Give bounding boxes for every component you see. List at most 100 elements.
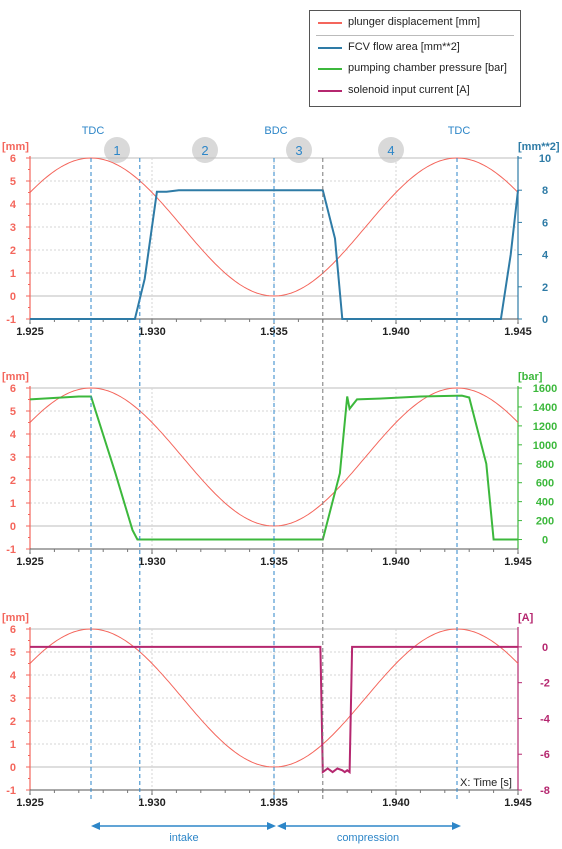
series-line-1-2 xyxy=(30,189,519,320)
phase-marker-2: 2 xyxy=(192,137,218,163)
right-tick-label: 400 xyxy=(536,497,554,509)
x-tick-label: 1.930 xyxy=(138,556,166,568)
left-tick-label: 4 xyxy=(10,429,17,441)
x-tick-label: 1.940 xyxy=(382,797,410,809)
legend-item-current: solenoid input current [A] xyxy=(310,81,520,101)
bdc-label: BDC xyxy=(264,125,287,137)
left-tick-label: 2 xyxy=(10,475,16,487)
legend-label-displacement: plunger displacement [mm] xyxy=(348,16,481,28)
phase-1-label: 1 xyxy=(113,143,120,158)
phase-4-label: 4 xyxy=(387,143,394,158)
legend-swatch-current xyxy=(318,90,342,92)
right-tick-label: 6 xyxy=(542,217,548,229)
left-tick-label: 4 xyxy=(10,199,17,211)
left-axis-label: [mm] xyxy=(2,141,29,153)
left-tick-label: 1 xyxy=(10,498,16,510)
x-tick-label: 1.935 xyxy=(260,326,288,338)
right-axis-label: [bar] xyxy=(518,371,543,383)
left-tick-label: 2 xyxy=(10,716,16,728)
x-tick-label: 1.935 xyxy=(260,797,288,809)
right-axis-label: [mm**2] xyxy=(518,141,560,153)
right-tick-label: 8 xyxy=(542,185,548,197)
right-tick-label: 0 xyxy=(542,642,548,654)
legend-item-displacement: plunger displacement [mm] xyxy=(310,13,520,33)
series-line-3-2 xyxy=(30,645,518,775)
series-line-1-1 xyxy=(29,157,519,297)
x-axis-title: X: Time [s] xyxy=(460,777,512,789)
series-line-2-2 xyxy=(29,394,518,541)
x-tick-label: 1.925 xyxy=(16,326,44,338)
intake-arrow xyxy=(91,822,276,830)
left-tick-label: 3 xyxy=(10,222,16,234)
left-tick-label: 0 xyxy=(10,521,16,533)
legend-label-pressure: pumping chamber pressure [bar] xyxy=(348,62,507,74)
left-tick-label: -1 xyxy=(6,785,16,797)
left-axis-label: [mm] xyxy=(2,612,29,624)
intake-label: intake xyxy=(169,832,198,844)
x-tick-label: 1.945 xyxy=(504,326,532,338)
x-tick-label: 1.940 xyxy=(382,326,410,338)
right-tick-label: 4 xyxy=(542,250,549,262)
left-tick-label: 5 xyxy=(10,647,16,659)
right-tick-label: 2 xyxy=(542,282,548,294)
legend-divider xyxy=(316,35,514,36)
chart-panel-3: -1 0 1 2 3 4 5 6[mm] 0 -2 -4 -6 -8 [A] 1.925 1.930 1.935… xyxy=(2,612,551,809)
x-tick-label: 1.925 xyxy=(16,556,44,568)
right-tick-label: 10 xyxy=(539,153,551,165)
phase-marker-1: 1 xyxy=(104,137,130,163)
tdc-right-label: TDC xyxy=(448,125,471,137)
left-tick-label: 5 xyxy=(10,406,16,418)
left-tick-label: 1 xyxy=(10,739,16,751)
left-tick-label: 0 xyxy=(10,291,16,303)
legend-label-flow-area: FCV flow area [mm**2] xyxy=(348,41,460,53)
right-tick-label: 0 xyxy=(542,314,548,326)
left-tick-label: 5 xyxy=(10,176,16,188)
right-tick-label: 0 xyxy=(542,535,548,547)
compression-label: compression xyxy=(337,832,399,844)
right-tick-label: 1200 xyxy=(533,421,557,433)
right-tick-label: 600 xyxy=(536,478,554,490)
left-tick-label: 6 xyxy=(10,624,16,636)
left-tick-label: 4 xyxy=(10,670,17,682)
phase-2-label: 2 xyxy=(201,143,208,158)
x-tick-label: 1.925 xyxy=(16,797,44,809)
x-tick-label: 1.940 xyxy=(382,556,410,568)
legend-item-flow-area: FCV flow area [mm**2] xyxy=(310,38,520,58)
x-tick-label: 1.945 xyxy=(504,556,532,568)
phase-marker-3: 3 xyxy=(286,137,312,163)
x-tick-label: 1.930 xyxy=(138,326,166,338)
right-axis-label: [A] xyxy=(518,612,534,624)
right-tick-label: -6 xyxy=(540,749,550,761)
x-tick-label: 1.945 xyxy=(504,797,532,809)
right-tick-label: 1000 xyxy=(533,440,557,452)
left-tick-label: 2 xyxy=(10,245,16,257)
left-tick-label: -1 xyxy=(6,314,16,326)
phase-marker-4: 4 xyxy=(378,137,404,163)
left-tick-label: 3 xyxy=(10,452,16,464)
legend-swatch-pressure xyxy=(318,68,342,70)
tdc-left-label: TDC xyxy=(82,125,105,137)
legend-swatch-displacement xyxy=(318,22,342,24)
left-axis-label: [mm] xyxy=(2,371,29,383)
left-tick-label: 6 xyxy=(10,153,16,165)
phase-3-label: 3 xyxy=(295,143,302,158)
x-tick-label: 1.930 xyxy=(138,797,166,809)
right-tick-label: -8 xyxy=(540,785,550,797)
left-tick-label: 3 xyxy=(10,693,16,705)
left-tick-label: 6 xyxy=(10,383,16,395)
legend-item-pressure: pumping chamber pressure [bar] xyxy=(310,59,520,79)
chart-panel-2: -1 0 1 2 3 4 5 6[mm] 0 200 400 600 800 1000 1200 1400 16… xyxy=(2,371,557,568)
left-tick-label: -1 xyxy=(6,544,16,556)
legend: plunger displacement [mm] FCV flow area … xyxy=(309,10,521,107)
right-tick-label: 200 xyxy=(536,516,554,528)
left-tick-label: 1 xyxy=(10,268,16,280)
right-tick-label: -4 xyxy=(540,713,551,725)
right-tick-label: 1400 xyxy=(533,402,557,414)
right-tick-label: 1600 xyxy=(533,383,557,395)
right-tick-label: -2 xyxy=(540,678,550,690)
compression-arrow xyxy=(277,822,461,830)
legend-label-current: solenoid input current [A] xyxy=(348,84,470,96)
left-tick-label: 0 xyxy=(10,762,16,774)
